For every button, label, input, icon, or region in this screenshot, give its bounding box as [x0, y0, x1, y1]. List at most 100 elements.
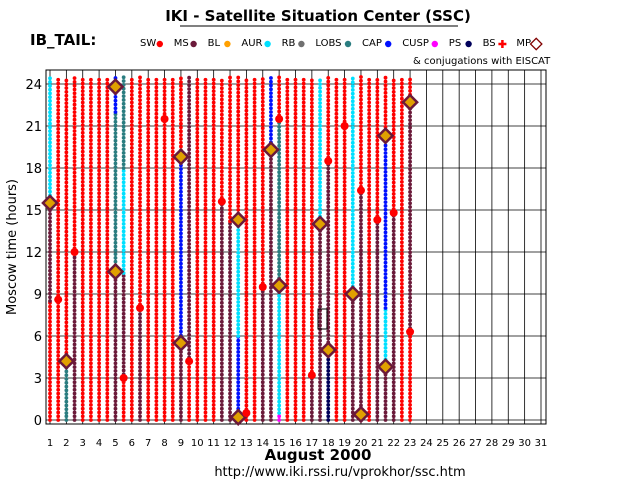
region-dot: [129, 93, 134, 97]
region-dot: [187, 406, 192, 411]
region-dot: [72, 350, 77, 354]
region-dot: [89, 274, 93, 279]
bow-shock-marker: [373, 215, 382, 224]
region-dot: [375, 168, 380, 173]
region-dot: [399, 187, 404, 192]
region-dot: [301, 418, 306, 422]
region-dot: [367, 85, 372, 90]
region-dot: [154, 350, 159, 354]
region-dot: [293, 206, 298, 211]
region-dot: [277, 105, 282, 110]
region-dot: [318, 161, 322, 166]
region-dot: [367, 399, 372, 403]
region-dot: [219, 414, 224, 419]
region-dot: [228, 263, 232, 267]
region-dot: [146, 410, 151, 415]
region-dot: [383, 230, 388, 235]
region-dot: [383, 94, 388, 99]
region-dot: [285, 323, 290, 328]
region-dot: [187, 106, 192, 110]
region-dot: [342, 282, 347, 286]
legend-marker-mp: [529, 37, 543, 51]
region-dot: [285, 210, 290, 215]
region-dot: [228, 98, 232, 103]
region-dot: [228, 236, 232, 241]
region-dot: [219, 90, 224, 94]
region-dot: [154, 108, 159, 112]
region-dot: [252, 308, 257, 313]
region-dot: [359, 392, 363, 396]
region-dot: [97, 164, 101, 169]
region-dot: [56, 282, 61, 286]
region-dot: [113, 293, 118, 298]
region-dot: [334, 77, 339, 82]
region-dot: [293, 77, 298, 82]
region-dot: [187, 211, 192, 216]
region-dot: [129, 368, 134, 373]
region-dot: [260, 115, 265, 119]
region-dot: [293, 372, 298, 377]
region-dot: [228, 248, 232, 252]
region-dot: [342, 255, 347, 260]
region-dot: [195, 164, 200, 169]
region-dot: [301, 134, 306, 139]
region-dot: [334, 100, 339, 105]
region-dot: [187, 208, 192, 212]
region-dot: [399, 240, 404, 245]
region-dot: [293, 161, 298, 165]
region-dot: [252, 172, 257, 177]
region-dot: [342, 331, 347, 335]
region-dot: [97, 380, 101, 385]
region-dot: [285, 376, 290, 381]
region-dot: [89, 353, 93, 358]
region-dot: [277, 223, 282, 228]
region-dot: [359, 180, 363, 185]
region-dot: [97, 316, 101, 320]
region-dot: [359, 112, 363, 117]
region-dot: [244, 169, 249, 173]
region-dot: [187, 336, 192, 341]
region-dot: [301, 164, 306, 169]
region-dot: [72, 319, 77, 324]
conjugations-note: & conjugations with EISCAT: [413, 56, 551, 67]
region-dot: [162, 191, 167, 196]
region-dot: [154, 402, 159, 407]
region-dot: [260, 357, 265, 362]
region-dot: [129, 384, 134, 388]
region-dot: [97, 161, 101, 165]
region-dot: [309, 93, 314, 98]
region-dot: [252, 157, 257, 162]
region-dot: [383, 211, 388, 216]
region-dot: [219, 116, 224, 121]
region-dot: [334, 278, 339, 283]
region-dot: [244, 142, 249, 147]
region-dot: [162, 108, 167, 112]
region-dot: [219, 346, 224, 351]
region-dot: [121, 203, 126, 207]
region-dot: [399, 410, 404, 415]
region-dot: [236, 181, 241, 186]
legend-label-lobs: LOBS: [315, 38, 341, 49]
region-dot: [252, 145, 257, 150]
region-dot: [195, 179, 200, 184]
region-dot: [342, 213, 347, 218]
region-dot: [97, 81, 101, 86]
region-dot: [375, 414, 380, 419]
region-dot: [170, 387, 175, 392]
region-dot: [138, 222, 142, 227]
region-dot: [89, 391, 93, 396]
region-dot: [399, 316, 404, 320]
region-dot: [367, 93, 372, 97]
region-dot: [97, 176, 101, 180]
region-dot: [236, 158, 241, 163]
region-dot: [138, 279, 142, 284]
region-dot: [162, 312, 167, 317]
region-dot: [408, 311, 412, 315]
region-dot: [162, 202, 167, 207]
region-dot: [260, 327, 265, 332]
region-dot: [170, 229, 175, 233]
region-dot: [72, 216, 77, 220]
region-dot: [170, 244, 175, 249]
region-dot: [64, 222, 69, 227]
region-dot: [162, 195, 167, 199]
